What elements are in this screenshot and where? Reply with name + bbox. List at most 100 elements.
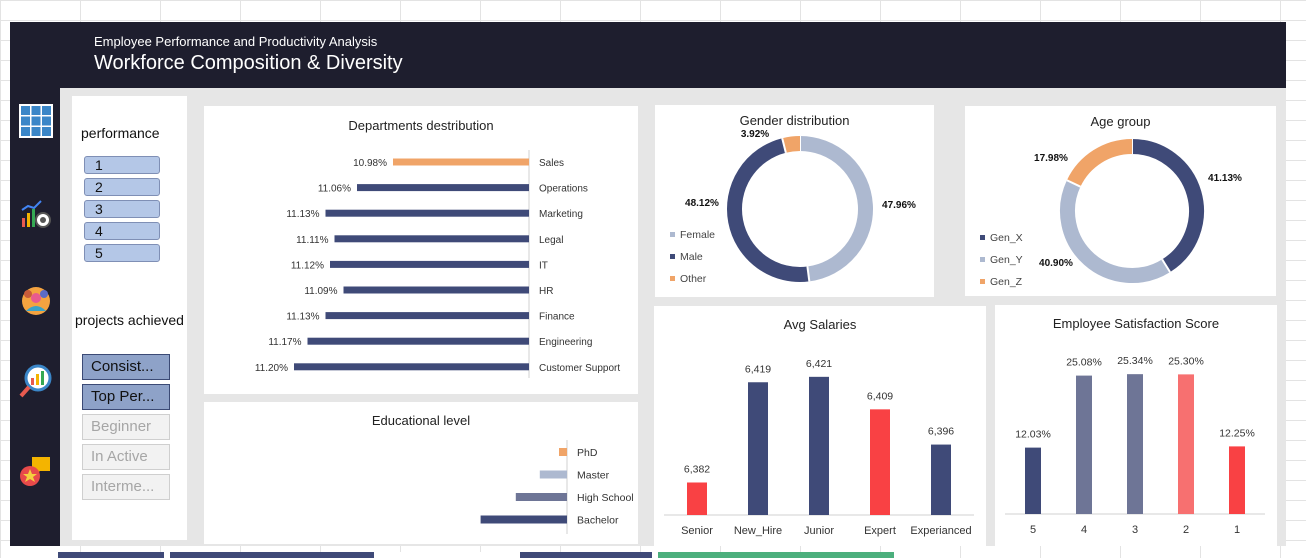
sheet-tab[interactable]: [520, 552, 652, 558]
project-option-intermediate[interactable]: Interme...: [82, 474, 170, 500]
data-label: 12.03%: [1015, 429, 1051, 441]
salaries-chart-title: Avg Salaries: [783, 317, 857, 332]
bar: [1076, 375, 1092, 514]
performance-option-2[interactable]: 2: [84, 178, 160, 196]
data-label: 11.09%: [304, 286, 337, 297]
category-label: New_Hire: [734, 525, 782, 537]
project-option-consistent[interactable]: Consist...: [82, 354, 170, 380]
legend-label: Other: [680, 273, 707, 285]
grid-icon[interactable]: [17, 102, 55, 140]
slice: [727, 138, 810, 282]
slice: [1066, 139, 1133, 187]
dashboard-title: Workforce Composition & Diversity: [94, 52, 403, 74]
bar: [330, 260, 529, 268]
sheet-tab[interactable]: [378, 552, 514, 558]
bar: [1178, 374, 1194, 514]
legend-swatch: [670, 232, 675, 237]
dashboard-subtitle: Employee Performance and Productivity An…: [94, 34, 378, 49]
team-icon[interactable]: [17, 280, 55, 318]
data-label: 25.08%: [1066, 357, 1102, 369]
sheet-tab[interactable]: [170, 552, 374, 558]
category-label: Master: [577, 470, 610, 482]
category-label: Operations: [539, 184, 588, 195]
slice-separator: [781, 137, 787, 153]
category-label: HR: [539, 286, 553, 297]
data-label: 11.06%: [318, 184, 351, 195]
category-label: Senior: [681, 525, 713, 537]
category-label: 3: [1132, 524, 1138, 536]
bar: [393, 158, 529, 166]
data-label: 11.12%: [291, 260, 324, 271]
data-label: 6,409: [867, 390, 893, 402]
sheet-tabs: [0, 552, 1306, 558]
project-option-top-performer[interactable]: Top Per...: [82, 384, 170, 410]
gender-chart-card: Gender distribution 47.96% 48.12% 3.92% Fem…: [655, 105, 934, 297]
performance-option-4[interactable]: 4: [84, 222, 160, 240]
data-label: 48.12%: [685, 198, 719, 209]
gender-chart-title: Gender distribution: [739, 113, 850, 128]
data-label: 3.92%: [741, 129, 769, 140]
legend-swatch: [980, 279, 985, 284]
departments-chart-card: Departments destribution 10.98% Sales 11.0…: [204, 106, 638, 394]
sheet-tab[interactable]: [58, 552, 164, 558]
bar: [334, 235, 529, 243]
project-option-inactive[interactable]: In Active: [82, 444, 170, 470]
legend-label: Female: [680, 229, 715, 241]
category-label: Bachelor: [577, 515, 619, 527]
legend-swatch: [980, 257, 985, 262]
data-label: 11.17%: [268, 337, 301, 348]
category-label: Experianced: [910, 525, 971, 537]
departments-chart-title: Departments destribution: [348, 118, 494, 133]
report-search-icon[interactable]: [17, 362, 55, 400]
category-label: High School: [577, 492, 634, 504]
salaries-chart: 6,382 Senior 6,419 New_Hire 6,421 Junior 6,409…: [664, 358, 974, 537]
category-label: Customer Support: [539, 363, 620, 374]
category-label: Engineering: [539, 337, 592, 348]
bar: [748, 382, 768, 515]
data-label: 12.25%: [1219, 427, 1255, 439]
dashboard-header: Employee Performance and Productivity An…: [10, 22, 1286, 88]
gender-chart: 47.96% 48.12% 3.92% Female Male Other: [670, 129, 916, 285]
sheet-tab[interactable]: [658, 552, 894, 558]
performance-option-5[interactable]: 5: [84, 244, 160, 262]
bar: [870, 409, 890, 515]
data-label: 11.20%: [255, 363, 288, 374]
bar: [687, 482, 707, 515]
projects-slicer-label: projects achieved: [75, 312, 184, 328]
bar: [931, 444, 951, 515]
bar: [539, 470, 567, 479]
legend-label: Gen_Z: [990, 276, 1023, 288]
nav-sidebar: [10, 88, 60, 546]
age-chart: 41.13% 40.90% 17.98% Gen_X Gen_Y Gen_Z: [980, 139, 1242, 288]
legend-label: Male: [680, 251, 703, 263]
performance-option-3[interactable]: 3: [84, 200, 160, 218]
performance-option-1[interactable]: 1: [84, 156, 160, 174]
satisfaction-chart: 12.03% 5 25.08% 4 25.34% 3 25.30% 2 12.25% 1: [1005, 355, 1265, 536]
age-chart-card: Age group 41.13% 40.90% 17.98% Gen_X Gen_Y Ge…: [965, 106, 1276, 296]
legend-swatch: [670, 254, 675, 259]
category-label: 2: [1183, 524, 1189, 536]
bar: [325, 209, 529, 217]
education-chart-title: Educational level: [371, 413, 471, 428]
bar: [325, 312, 529, 320]
data-label: 11.11%: [296, 235, 329, 246]
analytics-icon[interactable]: [17, 196, 55, 234]
category-label: PhD: [577, 447, 598, 459]
bar: [1229, 446, 1245, 514]
slice-separator: [1066, 179, 1081, 188]
slice-separator: [1161, 258, 1171, 273]
bar: [1127, 374, 1143, 514]
bar: [515, 493, 567, 501]
bar: [809, 376, 829, 515]
bar: [357, 184, 529, 192]
category-label: IT: [539, 260, 548, 271]
slice: [799, 136, 873, 282]
project-option-beginner[interactable]: Beginner: [82, 414, 170, 440]
category-label: Expert: [864, 525, 896, 537]
category-label: 1: [1234, 524, 1240, 536]
performance-slicer-label: performance: [81, 125, 160, 141]
data-label: 6,382: [684, 463, 710, 475]
slice: [1060, 180, 1171, 283]
bar: [343, 286, 529, 294]
feedback-icon[interactable]: [17, 452, 55, 490]
